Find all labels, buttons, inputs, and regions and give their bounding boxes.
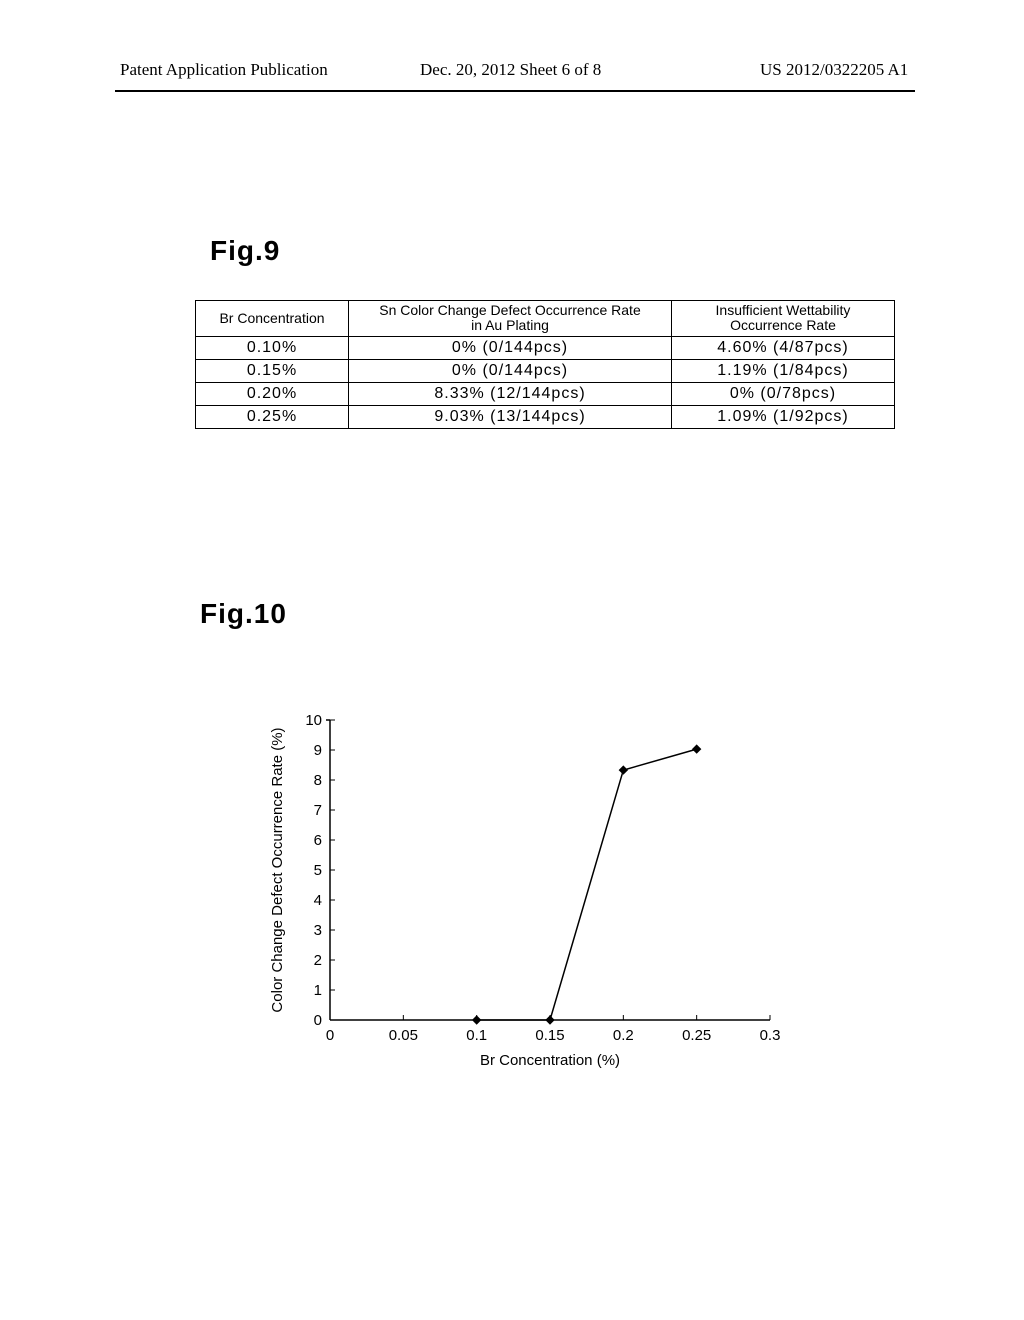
svg-text:0: 0	[314, 1012, 322, 1029]
svg-text:0.3: 0.3	[760, 1027, 781, 1044]
table-cell: 0% (0/144pcs)	[349, 359, 672, 382]
svg-text:6: 6	[314, 832, 322, 849]
svg-text:0.25: 0.25	[682, 1027, 711, 1044]
figure-9-label: Fig.9	[210, 235, 280, 267]
svg-text:0.2: 0.2	[613, 1027, 634, 1044]
table-cell: 0.15%	[196, 359, 349, 382]
svg-text:0.15: 0.15	[535, 1027, 564, 1044]
table-cell: 1.19% (1/84pcs)	[672, 359, 895, 382]
svg-text:1: 1	[314, 982, 322, 999]
svg-text:Br Concentration (%): Br Concentration (%)	[480, 1052, 620, 1069]
table-header: Br Concentration	[196, 301, 349, 337]
svg-text:0.05: 0.05	[389, 1027, 418, 1044]
table-header: Sn Color Change Defect Occurrence Ratein…	[349, 301, 672, 337]
svg-text:9: 9	[314, 742, 322, 759]
svg-text:8: 8	[314, 772, 322, 789]
table-cell: 8.33% (12/144pcs)	[349, 382, 672, 405]
table-row: 0.10%0% (0/144pcs)4.60% (4/87pcs)	[196, 336, 895, 359]
table-row: 0.25%9.03% (13/144pcs)1.09% (1/92pcs)	[196, 405, 895, 428]
figure-9-table: Br ConcentrationSn Color Change Defect O…	[195, 300, 895, 429]
figure-10-label: Fig.10	[200, 598, 287, 630]
svg-text:3: 3	[314, 922, 322, 939]
header-rule	[115, 90, 915, 92]
svg-text:5: 5	[314, 862, 322, 879]
table-cell: 0.20%	[196, 382, 349, 405]
svg-text:0.1: 0.1	[466, 1027, 487, 1044]
header-sheet: Dec. 20, 2012 Sheet 6 of 8	[420, 60, 601, 80]
table-cell: 1.09% (1/92pcs)	[672, 405, 895, 428]
table-row: 0.20%8.33% (12/144pcs)0% (0/78pcs)	[196, 382, 895, 405]
table-cell: 0% (0/78pcs)	[672, 382, 895, 405]
header-publication: Patent Application Publication	[120, 60, 328, 80]
table-header: Insufficient WettabilityOccurrence Rate	[672, 301, 895, 337]
svg-text:10: 10	[305, 712, 322, 729]
svg-text:7: 7	[314, 802, 322, 819]
table-cell: 0.25%	[196, 405, 349, 428]
table-cell: 4.60% (4/87pcs)	[672, 336, 895, 359]
figure-10-chart: 0 1 2 3 4 5 6 7 8 9 10 0 0.05 0.1 0.15 0.2 0.25 0.3 Br Con…	[250, 700, 810, 1100]
svg-text:Color Change Defect Occurrence: Color Change Defect Occurrence Rate (%)	[269, 727, 286, 1012]
table-cell: 9.03% (13/144pcs)	[349, 405, 672, 428]
svg-text:2: 2	[314, 952, 322, 969]
svg-text:4: 4	[314, 892, 322, 909]
header-docnum: US 2012/0322205 A1	[760, 60, 908, 80]
table-cell: 0% (0/144pcs)	[349, 336, 672, 359]
table-cell: 0.10%	[196, 336, 349, 359]
table-row: 0.15%0% (0/144pcs)1.19% (1/84pcs)	[196, 359, 895, 382]
svg-text:0: 0	[326, 1027, 334, 1044]
